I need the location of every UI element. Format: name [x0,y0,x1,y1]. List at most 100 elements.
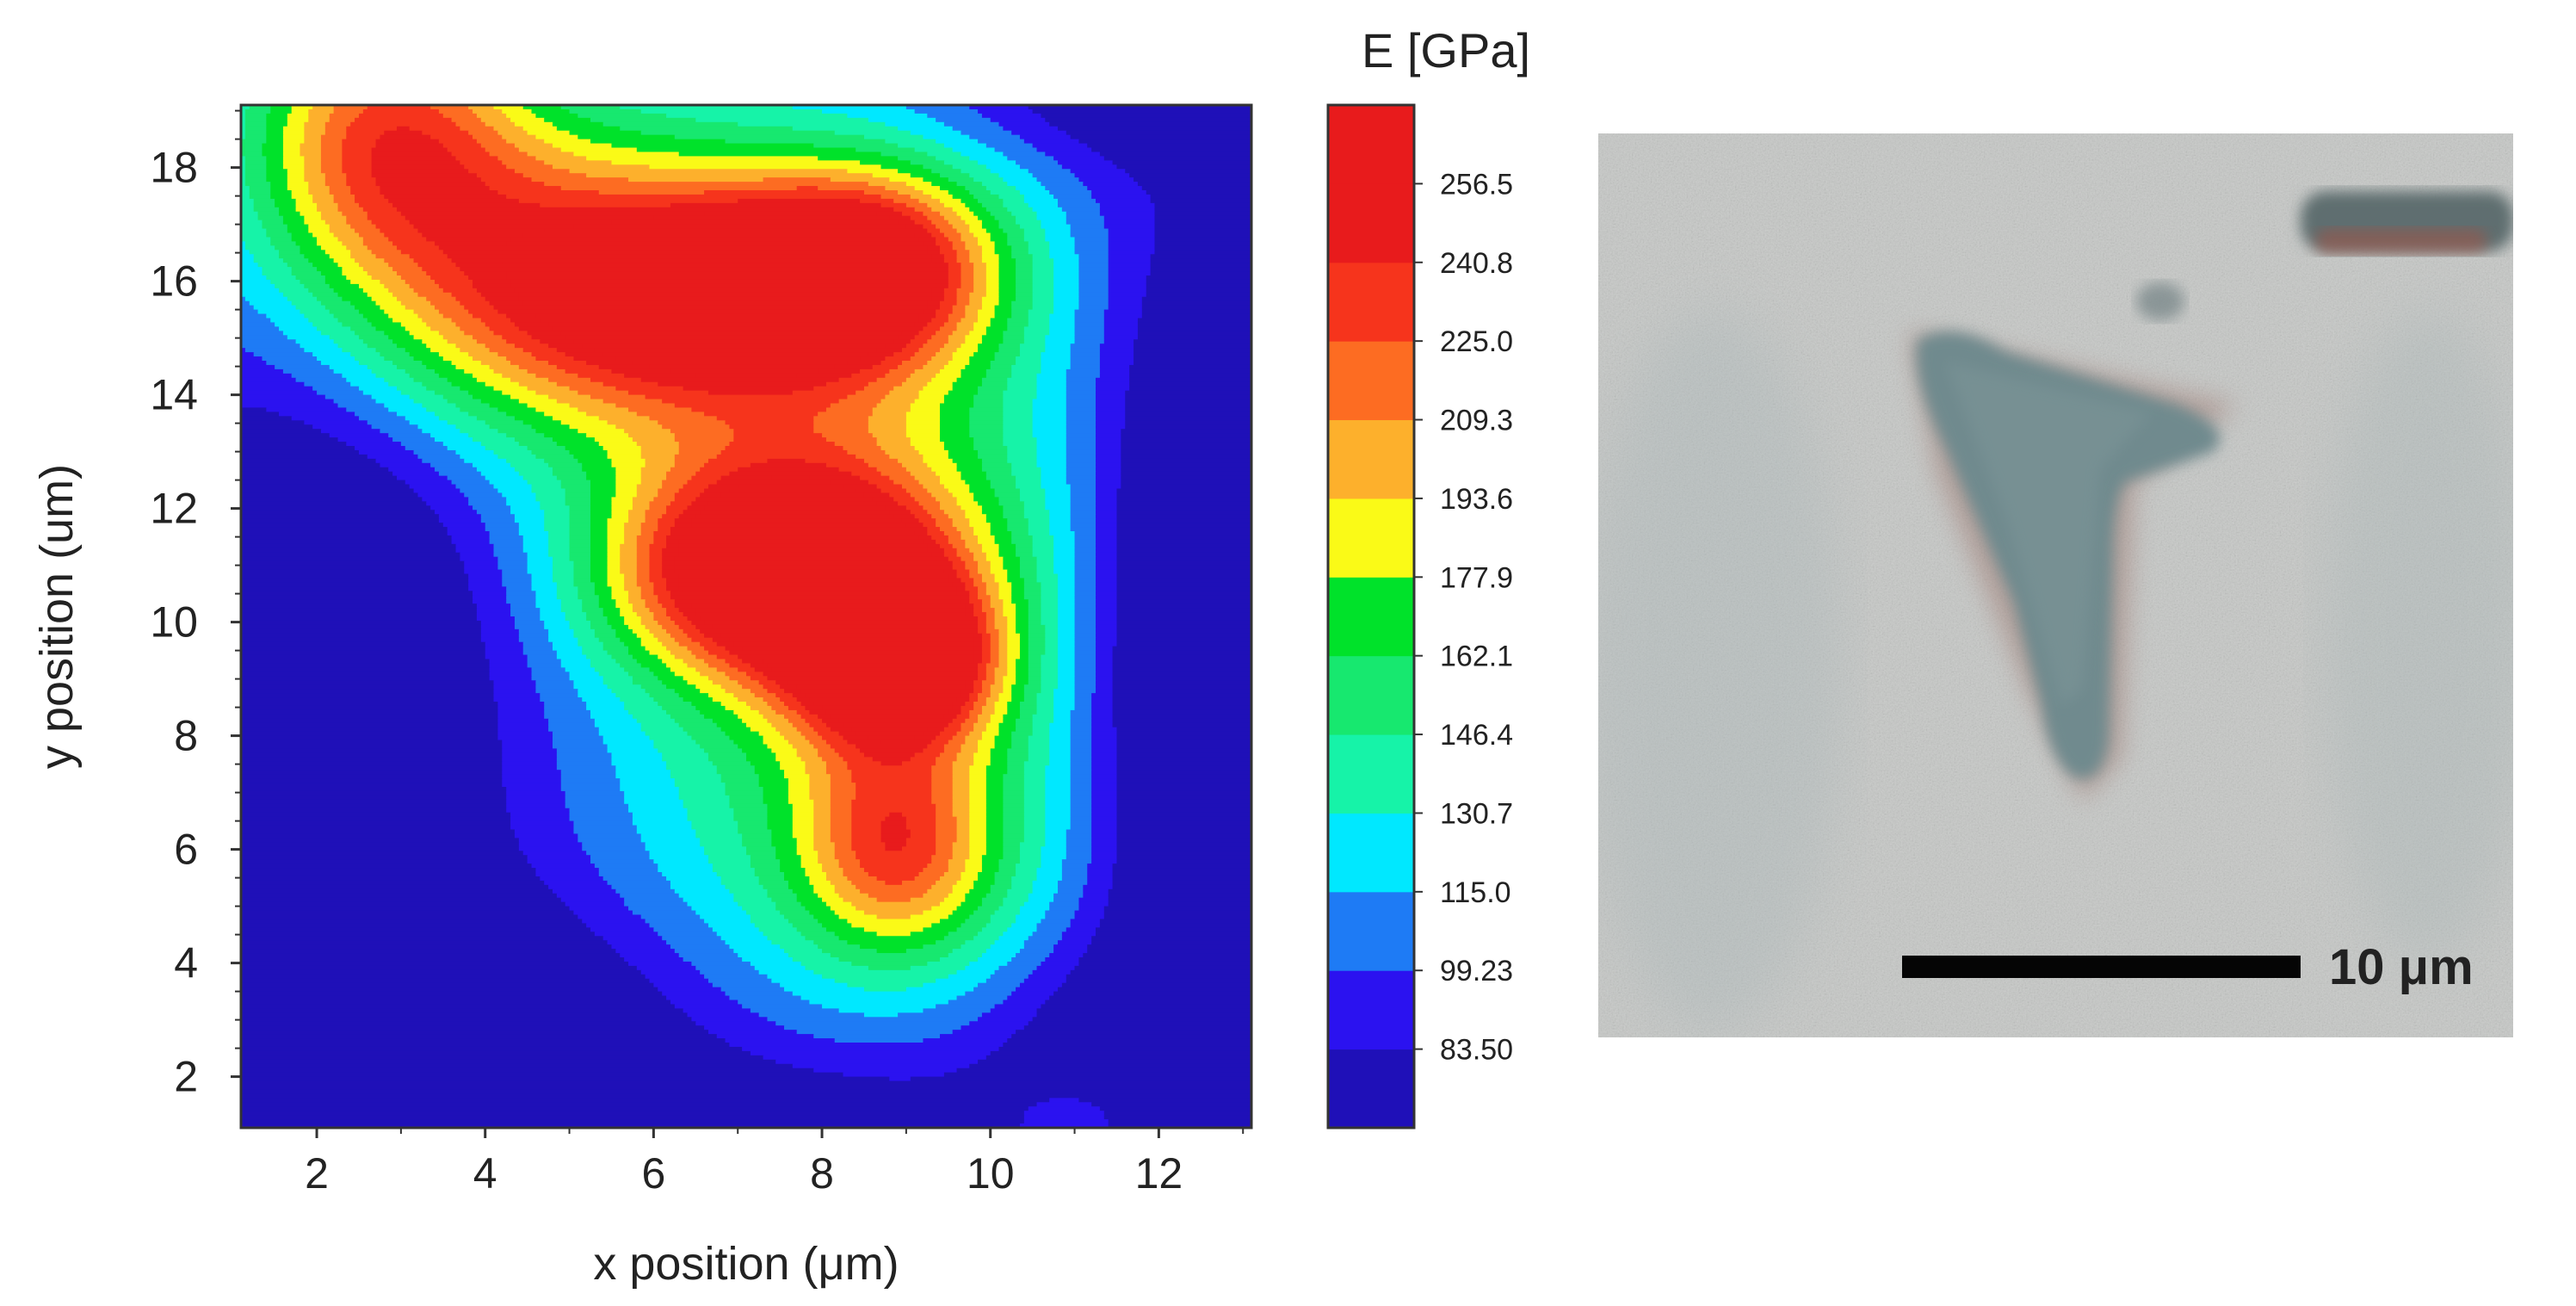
contour-cell [885,394,920,400]
contour-cell [994,608,1004,613]
contour-cell [522,105,562,110]
contour-cell [460,552,495,558]
contour-cell [965,510,983,515]
contour-cell [544,624,571,630]
contour-cell [965,539,979,545]
contour-cell [1116,851,1251,856]
contour-cell [952,381,983,387]
contour-cell [620,126,794,132]
contour-cell [1099,352,1134,357]
contour-cell [658,676,684,681]
contour-cell [792,833,814,839]
contour-cell [940,416,970,421]
contour-cell [961,152,1004,157]
contour-cell [1007,757,1029,762]
contour-cell [1096,484,1121,490]
contour-cell [1091,744,1118,750]
contour-cell [809,787,831,792]
contour-cell [578,637,600,643]
contour-cell [632,680,663,685]
contour-cell [1154,220,1251,226]
contour-cell [355,117,453,123]
contour-cell [1007,654,1021,660]
contour-cell [640,471,667,477]
contour-cell [981,735,996,741]
contour-cell [1045,799,1072,805]
contour-cell [880,361,903,366]
contour-cell [800,731,819,737]
contour-cell [670,467,701,473]
contour-cell [396,245,440,251]
contour-cell [1099,364,1130,370]
contour-cell [1041,620,1059,626]
contour-cell [678,795,731,801]
contour-cell [973,761,991,766]
contour-cell [1032,429,1067,434]
contour-cell [720,492,865,498]
contour-cell [1057,888,1084,894]
contour-cell [527,565,553,571]
contour-cell [1108,279,1147,285]
contour-cell [746,910,781,916]
contour-cell [918,390,949,396]
contour-cell [863,190,899,195]
contour-cell [998,224,1021,230]
contour-cell [1096,467,1121,473]
contour-cell [973,288,987,294]
contour-cell [375,326,406,331]
contour-cell [956,586,966,591]
contour-cell [640,591,654,596]
contour-cell [885,186,916,191]
contour-cell [834,884,856,890]
contour-cell [1016,275,1034,281]
contour-cell [1011,211,1038,217]
contour-cell [1011,740,1029,746]
contour-cell [241,344,301,349]
contour-cell [876,403,911,409]
contour-cell [796,748,819,753]
contour-cell [1074,914,1105,920]
contour-cell [1070,770,1092,775]
contour-cell [489,539,524,545]
contour-cell [998,263,1016,268]
contour-cell [1070,224,1105,230]
contour-cell [241,399,335,405]
contour-cell [910,1076,1251,1082]
contour-cell [304,313,335,319]
contour-cell [1070,816,1092,822]
contour-cell [367,344,398,349]
contour-cell [1091,748,1118,753]
contour-cell [1096,641,1118,647]
contour-cell [438,108,473,115]
contour-cell [927,339,949,344]
contour-cell [707,676,731,681]
contour-cell [788,680,966,685]
contour-cell [990,322,1008,327]
contour-cell [607,420,658,425]
contour-cell [1061,932,1096,937]
contour-cell [544,182,869,187]
contour-cell [767,718,789,724]
contour-cell [985,893,1008,899]
contour-cell [965,991,1012,997]
contour-cell [447,147,486,153]
contour-cell [640,620,658,626]
contour-cell [535,591,558,596]
contour-cell [573,569,591,575]
contour-cell [241,927,591,932]
contour-cell [241,386,313,392]
contour-cell [518,633,549,639]
contour-cell [241,548,457,554]
contour-cell [607,556,621,562]
contour-cell [1003,416,1034,421]
contour-cell [1066,403,1096,409]
contour-cell [716,722,747,728]
contour-cell [990,914,1016,920]
contour-cell [666,582,680,587]
contour-cell [489,424,533,430]
contour-cell [1053,714,1072,720]
contour-cell [1134,356,1251,362]
contour-cell [565,497,591,502]
contour-cell [279,207,297,213]
